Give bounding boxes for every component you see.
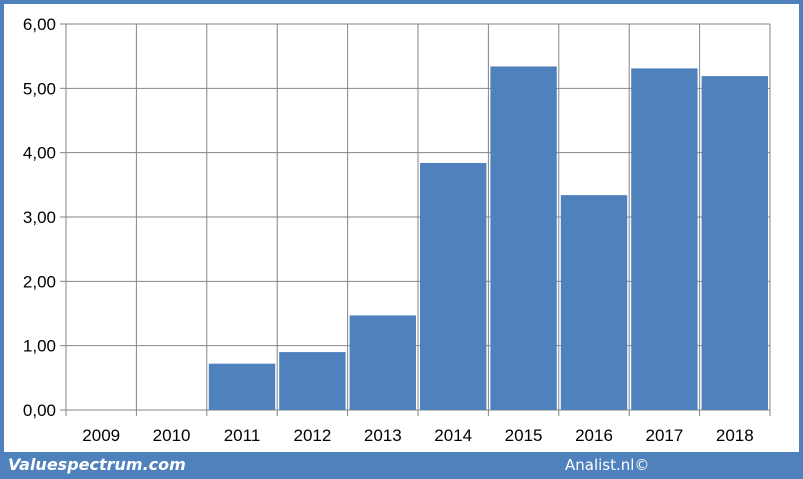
bar-2014 bbox=[420, 162, 487, 410]
x-tick-label: 2017 bbox=[645, 426, 683, 445]
chart-panel: 0,00 1,00 2,00 3,00 4,00 5,00 6,00 2009 2010 2011… bbox=[4, 4, 799, 452]
x-tick-label: 2009 bbox=[82, 426, 120, 445]
x-tick-label: 2013 bbox=[364, 426, 402, 445]
y-tick-label: 6,00 bbox=[23, 15, 56, 34]
footer-brand-left: Valuespectrum.com bbox=[8, 455, 186, 474]
x-tick-label: 2011 bbox=[224, 426, 261, 445]
y-tick-label: 1,00 bbox=[23, 337, 56, 356]
x-tick-label: 2015 bbox=[505, 426, 543, 445]
y-tick-label: 2,00 bbox=[23, 272, 56, 291]
y-tick-label: 3,00 bbox=[23, 208, 56, 227]
bar-2017 bbox=[631, 68, 698, 410]
x-tick-label: 2018 bbox=[716, 426, 754, 445]
x-tick-label: 2014 bbox=[434, 426, 472, 445]
y-tick-label: 5,00 bbox=[23, 79, 56, 98]
bar-2018 bbox=[701, 76, 768, 411]
x-tick-label: 2016 bbox=[575, 426, 613, 445]
y-tick-label: 4,00 bbox=[23, 144, 56, 163]
bar-2013 bbox=[349, 315, 416, 410]
x-tick-label: 2012 bbox=[293, 426, 331, 445]
bar-chart: 0,00 1,00 2,00 3,00 4,00 5,00 6,00 2009 2010 2011… bbox=[23, 15, 771, 445]
bar-2015 bbox=[490, 66, 557, 411]
footer-brand-right: Analist.nl© bbox=[565, 456, 650, 474]
x-tick-label: 2010 bbox=[153, 426, 191, 445]
bar-2016 bbox=[560, 195, 628, 410]
y-tick-label: 0,00 bbox=[23, 401, 56, 420]
bar-2012 bbox=[279, 352, 346, 410]
bar-2011 bbox=[208, 363, 276, 410]
